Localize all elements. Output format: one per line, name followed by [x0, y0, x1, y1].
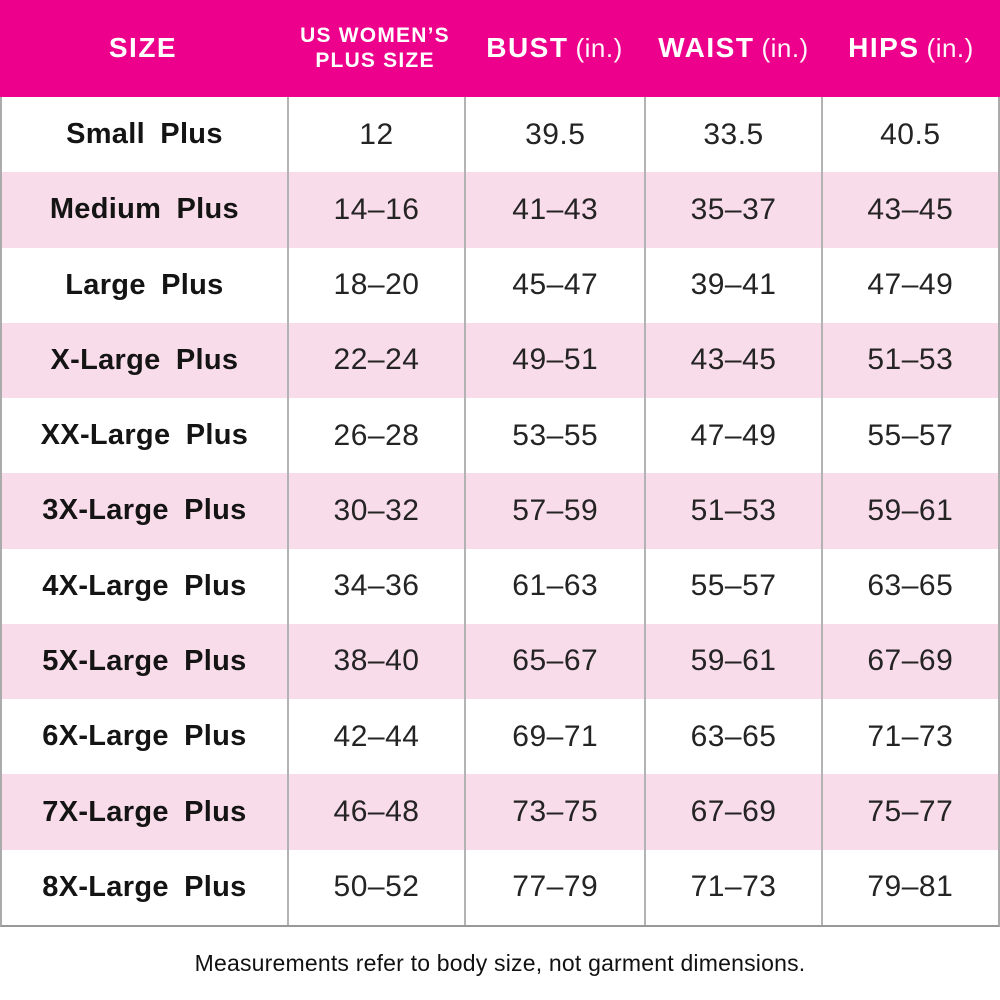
size-cell: Large Plus	[65, 268, 224, 301]
size-cell: 8X-Large Plus	[42, 870, 247, 903]
hips-cell: 59–61	[820, 473, 998, 549]
table-row: Small Plus 12 39.5 33.5 40.5	[2, 97, 998, 173]
column-header-waist: WAIST (in.)	[645, 0, 822, 97]
header-row: SIZE US WOMEN’S PLUS SIZE BUST (in.) WAIS…	[0, 0, 1000, 97]
hips-cell: 63–65	[820, 548, 998, 624]
bust-cell: 69–71	[464, 699, 644, 775]
column-header-us-plus-size: US WOMEN’S PLUS SIZE	[286, 0, 464, 97]
column-header-size: SIZE	[0, 0, 286, 97]
column-header-waist-label: WAIST	[658, 32, 755, 64]
hips-cell: 55–57	[820, 398, 998, 474]
column-header-bust-label: BUST	[486, 32, 569, 64]
bust-cell: 65–67	[464, 623, 644, 700]
bust-cell: 49–51	[464, 322, 644, 399]
table-row: 3X-Large Plus 30–32 57–59 51–53 59–61	[2, 473, 998, 549]
waist-unit-label: (in.)	[761, 33, 809, 64]
bust-cell: 53–55	[464, 398, 644, 474]
hips-cell: 75–77	[820, 774, 998, 850]
table-row: 4X-Large Plus 34–36 61–63 55–57 63–65	[2, 548, 998, 624]
table-row: 5X-Large Plus 38–40 65–67 59–61 67–69	[2, 623, 998, 700]
hips-cell: 40.5	[820, 97, 998, 173]
us-size-cell: 26–28	[286, 398, 464, 474]
footer-note: Measurements refer to body size, not gar…	[194, 950, 806, 976]
size-cell: 5X-Large Plus	[42, 644, 247, 677]
us-size-cell: 14–16	[286, 172, 464, 248]
size-cell: 6X-Large Plus	[42, 720, 247, 753]
column-header-bust: BUST (in.)	[464, 0, 645, 97]
column-header-hips-label: HIPS	[848, 32, 920, 64]
waist-cell: 47–49	[644, 398, 820, 474]
bust-cell: 57–59	[464, 473, 644, 549]
us-size-cell: 34–36	[286, 548, 464, 624]
column-header-size-label: SIZE	[108, 32, 178, 64]
waist-cell: 71–73	[644, 849, 820, 925]
us-size-cell: 46–48	[286, 774, 464, 850]
footer: Measurements refer to body size, not gar…	[0, 927, 1000, 1000]
hips-cell: 67–69	[820, 623, 998, 700]
table-row: Medium Plus 14–16 41–43 35–37 43–45	[2, 172, 998, 248]
bust-cell: 41–43	[464, 172, 644, 248]
waist-cell: 51–53	[644, 473, 820, 549]
us-size-cell: 12	[286, 97, 464, 173]
size-cell: XX-Large Plus	[40, 419, 249, 452]
waist-cell: 63–65	[644, 699, 820, 775]
us-size-cell: 50–52	[286, 849, 464, 925]
hips-cell: 43–45	[820, 172, 998, 248]
us-size-cell: 18–20	[286, 247, 464, 323]
us-size-cell: 22–24	[286, 322, 464, 399]
bust-cell: 77–79	[464, 849, 644, 925]
table-row: X-Large Plus 22–24 49–51 43–45 51–53	[2, 322, 998, 399]
column-header-us-line2: PLUS SIZE	[315, 48, 435, 72]
waist-cell: 35–37	[644, 172, 820, 248]
size-cell: Medium Plus	[49, 193, 239, 226]
hips-cell: 71–73	[820, 699, 998, 775]
bust-cell: 45–47	[464, 247, 644, 323]
us-size-cell: 38–40	[286, 623, 464, 700]
table-row: XX-Large Plus 26–28 53–55 47–49 55–57	[2, 398, 998, 474]
hips-unit-label: (in.)	[926, 33, 974, 64]
hips-cell: 51–53	[820, 322, 998, 399]
table-row: 7X-Large Plus 46–48 73–75 67–69 75–77	[2, 774, 998, 850]
us-size-cell: 42–44	[286, 699, 464, 775]
waist-cell: 67–69	[644, 774, 820, 850]
hips-cell: 47–49	[820, 247, 998, 323]
waist-cell: 43–45	[644, 322, 820, 399]
size-cell: Small Plus	[66, 118, 223, 151]
waist-cell: 55–57	[644, 548, 820, 624]
bust-cell: 73–75	[464, 774, 644, 850]
waist-cell: 59–61	[644, 623, 820, 700]
size-cell: 4X-Large Plus	[42, 569, 247, 602]
table-row: 8X-Large Plus 50–52 77–79 71–73 79–81	[2, 849, 998, 925]
table-row: 6X-Large Plus 42–44 69–71 63–65 71–73	[2, 699, 998, 775]
table-row: Large Plus 18–20 45–47 39–41 47–49	[2, 247, 998, 323]
hips-cell: 79–81	[820, 849, 998, 925]
size-cell: X-Large Plus	[50, 343, 239, 376]
us-size-cell: 30–32	[286, 473, 464, 549]
bust-unit-label: (in.)	[575, 33, 623, 64]
column-header-hips: HIPS (in.)	[822, 0, 1000, 97]
size-cell: 3X-Large Plus	[42, 494, 247, 527]
size-cell: 7X-Large Plus	[42, 795, 247, 828]
table-body: Small Plus 12 39.5 33.5 40.5 Medium Plus…	[0, 97, 1000, 927]
bust-cell: 61–63	[464, 548, 644, 624]
column-header-us-line1: US WOMEN’S	[300, 24, 450, 48]
waist-cell: 33.5	[644, 97, 820, 173]
waist-cell: 39–41	[644, 247, 820, 323]
bust-cell: 39.5	[464, 97, 644, 173]
